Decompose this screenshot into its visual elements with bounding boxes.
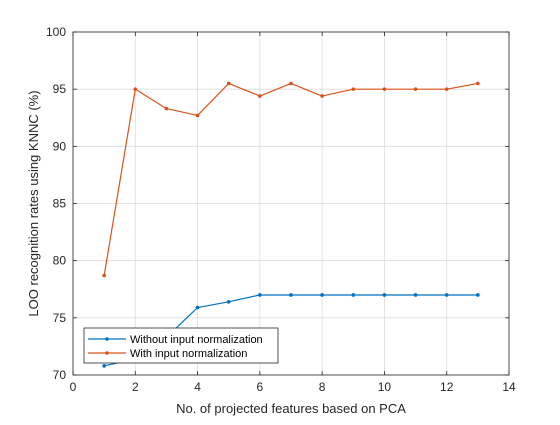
series-with-input-normalization (102, 81, 480, 278)
data-point (351, 87, 356, 91)
data-point (382, 87, 387, 91)
data-point (413, 87, 418, 91)
legend-label-with-normalization: With input normalization (130, 348, 247, 360)
legend-box (83, 327, 279, 364)
data-point (289, 293, 293, 297)
data-point (195, 305, 200, 310)
x-tick-label: 4 (194, 380, 201, 394)
data-point (258, 293, 262, 297)
data-point (413, 293, 418, 297)
axis-ticks (72, 31, 510, 376)
legend: Without input normalization With input n… (83, 327, 279, 364)
data-point (476, 81, 480, 86)
x-axis-label: No. of projected features based on PCA (176, 401, 406, 416)
series-group (102, 81, 480, 368)
y-tick-label: 100 (46, 25, 66, 39)
x-tick-label: 14 (502, 380, 516, 394)
data-point (351, 293, 356, 297)
legend-label-without-normalization: Without input normalization (130, 334, 263, 346)
data-point (476, 293, 480, 297)
legend-marker-without-normalization (105, 337, 109, 341)
data-point (320, 94, 324, 98)
x-tick-label: 2 (132, 380, 139, 394)
y-tick-label: 90 (53, 139, 67, 153)
y-tick-label: 95 (53, 82, 67, 96)
x-tick-label: 6 (257, 380, 264, 394)
data-point (444, 87, 449, 91)
tick-labels: 0 2 4 6 8 10 12 14 70 75 80 85 90 95 100 (46, 25, 516, 394)
data-point (444, 293, 449, 297)
legend-marker-with-normalization (105, 351, 109, 355)
y-tick-label: 75 (53, 311, 67, 325)
y-tick-label: 85 (53, 197, 67, 211)
data-point (102, 273, 106, 278)
data-point (195, 113, 200, 118)
data-point (226, 300, 231, 304)
x-tick-label: 8 (319, 380, 326, 394)
x-tick-label: 12 (440, 380, 454, 394)
data-point (258, 94, 262, 98)
x-tick-label: 10 (378, 380, 392, 394)
data-point (226, 81, 231, 86)
data-point (289, 81, 293, 86)
data-point (102, 364, 106, 368)
data-point (320, 293, 324, 297)
data-point (382, 293, 387, 297)
x-tick-label: 0 (70, 380, 77, 394)
data-point (133, 87, 138, 91)
y-tick-label: 70 (53, 368, 67, 382)
data-point (164, 106, 169, 111)
y-axis-label: LOO recognition rates using KNNC (%) (26, 90, 41, 316)
y-tick-label: 80 (53, 254, 67, 268)
